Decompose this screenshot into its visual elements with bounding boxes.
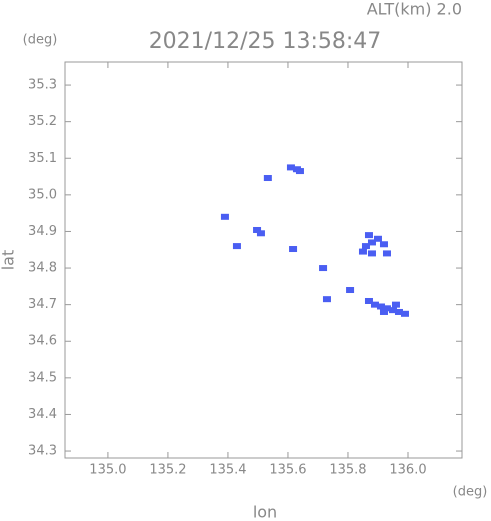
y-tick-label: 35.3 xyxy=(28,78,57,93)
x-tick-label: 135.6 xyxy=(269,463,306,478)
echo-point xyxy=(361,243,370,250)
echo-point xyxy=(394,308,403,315)
plot-frame xyxy=(64,61,463,459)
y-tick-label: 34.5 xyxy=(28,370,57,385)
echo-point xyxy=(256,230,265,237)
chart-title: 2021/12/25 13:58:47 xyxy=(149,29,382,54)
x-tick-label: 135.8 xyxy=(329,463,366,478)
echo-point xyxy=(379,241,388,248)
y-tick-label: 35.0 xyxy=(28,187,57,202)
echo-point xyxy=(382,250,391,257)
echo-point xyxy=(263,175,272,182)
echo-point xyxy=(400,310,409,317)
echo-point xyxy=(382,305,391,312)
y-tick-label: 34.3 xyxy=(28,444,57,459)
echo-point xyxy=(295,168,304,175)
y-tick-label: 34.7 xyxy=(28,297,57,312)
y-tick-label: 34.6 xyxy=(28,334,57,349)
echo-point xyxy=(289,246,298,253)
y-tick-label: 34.8 xyxy=(28,261,57,276)
x-axis-label: lon xyxy=(253,503,277,521)
echo-point xyxy=(373,235,382,242)
y-unit: (deg) xyxy=(23,33,58,48)
echo-point xyxy=(379,308,388,315)
chart-subtitle: ALT(km) 2.0 xyxy=(367,0,462,19)
y-axis-label: lat xyxy=(0,250,18,271)
x-tick-label: 135.0 xyxy=(89,463,126,478)
echo-point xyxy=(391,301,400,308)
echo-point xyxy=(346,287,355,294)
y-tick-label: 35.2 xyxy=(28,114,57,129)
echo-point xyxy=(358,248,367,255)
x-tick-label: 136.0 xyxy=(389,463,426,478)
echo-point xyxy=(364,232,373,239)
y-tick-label: 34.9 xyxy=(28,224,57,239)
echo-point xyxy=(319,265,328,272)
echo-point xyxy=(388,307,397,314)
echo-point xyxy=(376,303,385,310)
echo-point xyxy=(253,226,262,233)
x-tick-label: 135.2 xyxy=(149,463,186,478)
echo-point xyxy=(364,297,373,304)
echo-point xyxy=(232,243,241,250)
echo-point xyxy=(367,239,376,246)
echo-point xyxy=(286,164,295,171)
x-unit: (deg) xyxy=(453,485,488,500)
echo-point xyxy=(367,250,376,257)
y-tick-label: 34.4 xyxy=(28,407,57,422)
echo-point xyxy=(322,296,331,303)
echo-point xyxy=(220,213,229,220)
x-tick-label: 135.4 xyxy=(209,463,246,478)
echo-point xyxy=(370,301,379,308)
y-tick-label: 35.1 xyxy=(28,151,57,166)
